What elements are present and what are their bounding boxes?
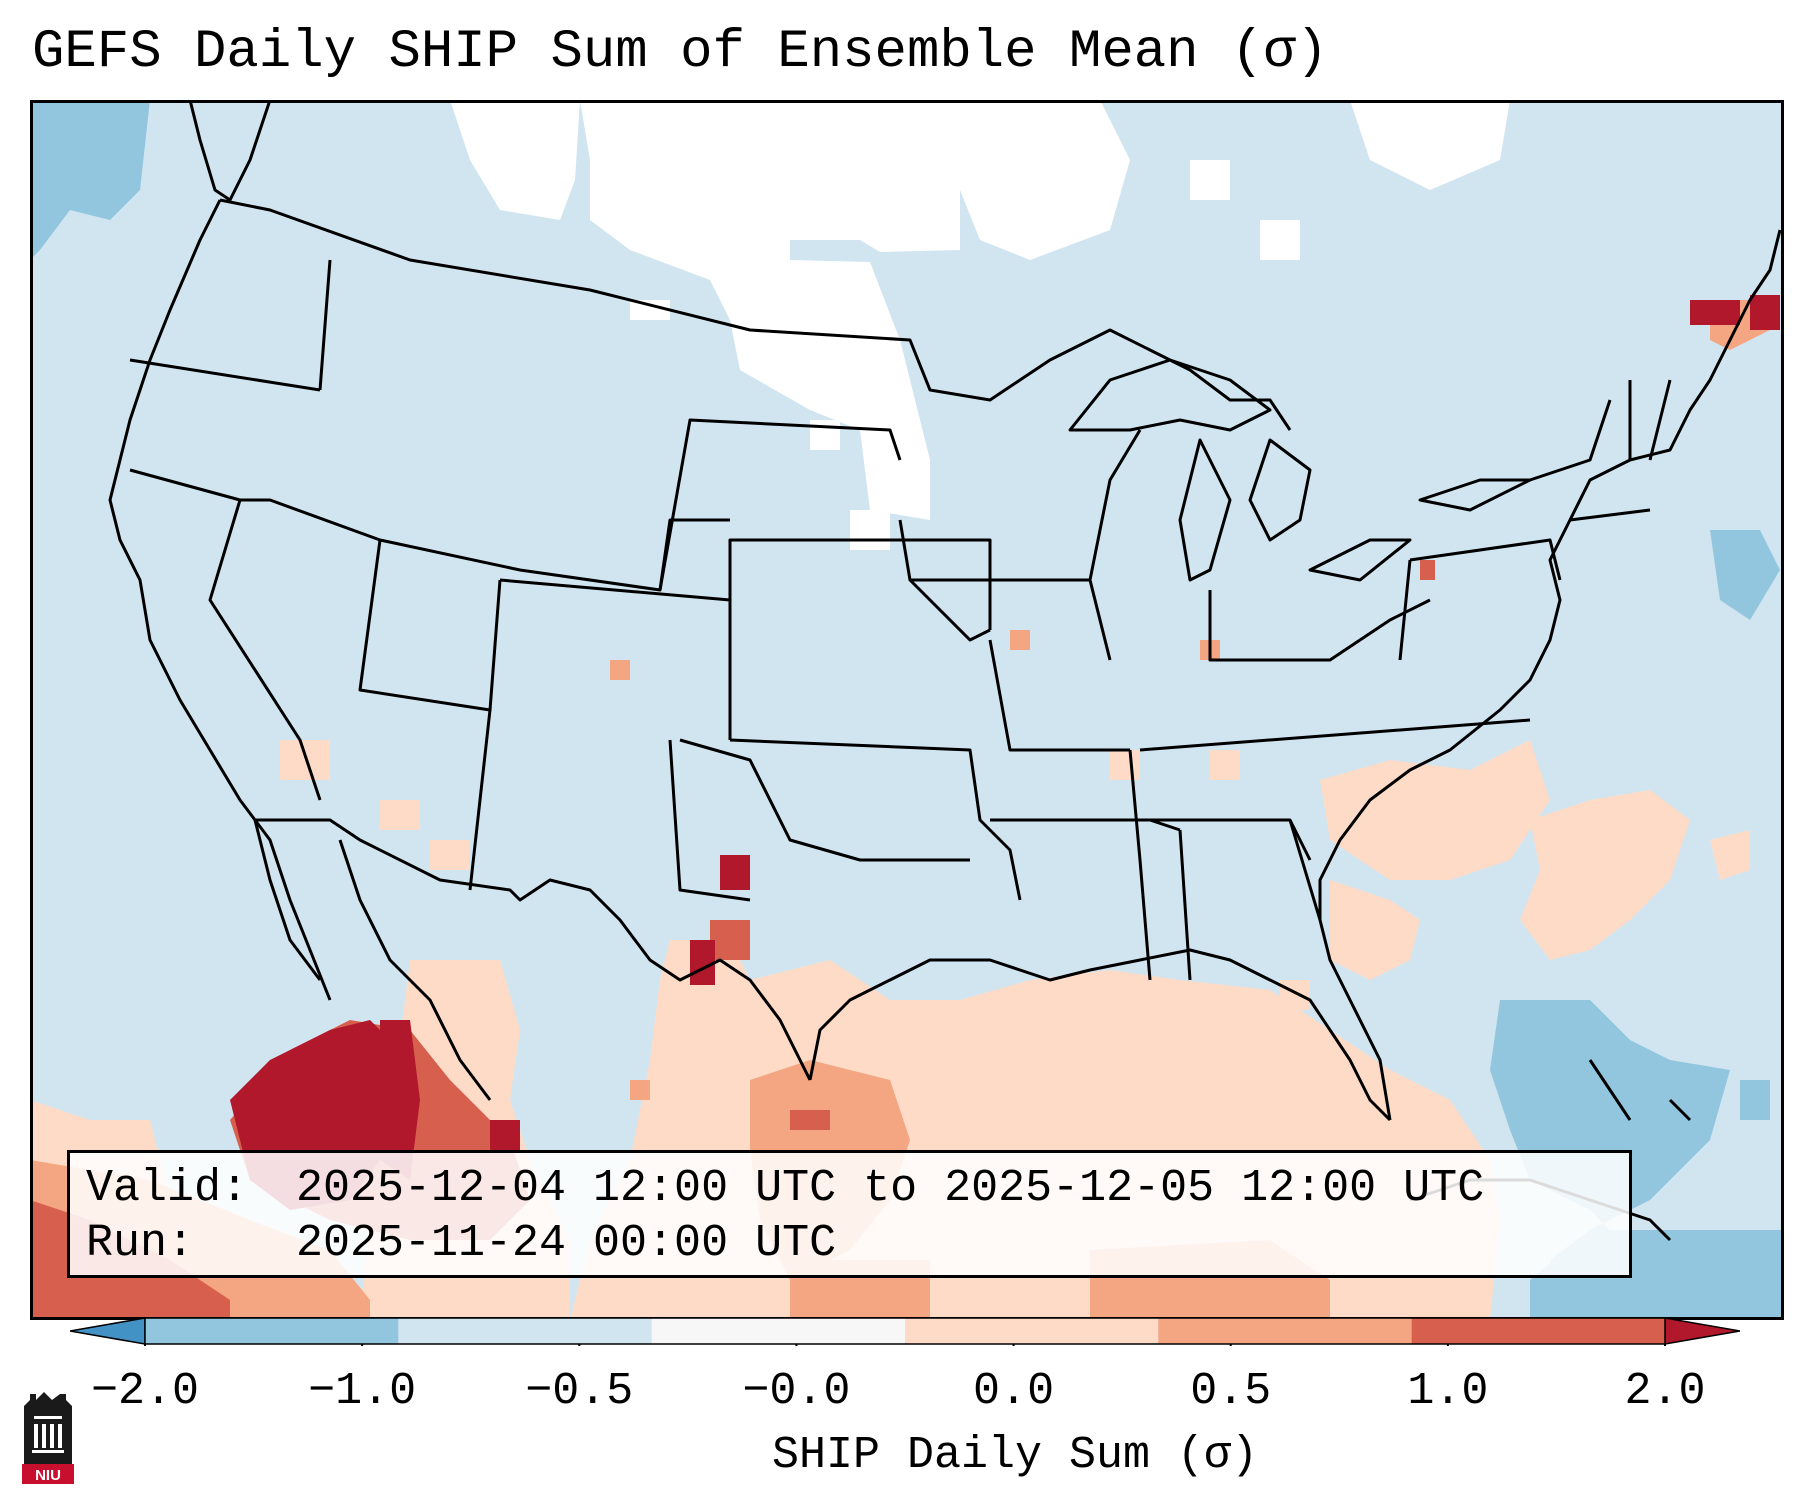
- valid-time-range: 2025-12-04 12:00 UTC to 2025-12-05 12:00…: [296, 1163, 1485, 1214]
- colorbar-segment: [651, 1318, 906, 1344]
- near-zero-region: [450, 100, 1510, 550]
- run-label: Run:: [86, 1218, 195, 1269]
- colorbar-tick-label: −0.0: [742, 1366, 851, 1417]
- colorbar-tick-label: 0.5: [1190, 1366, 1272, 1417]
- ship-map: [30, 100, 1784, 1320]
- valid-run-info-box: Valid: 2025-12-04 12:00 UTC to 2025-12-05…: [67, 1150, 1632, 1278]
- geographic-boundaries: [108, 100, 1782, 1242]
- colorbar-segment: [145, 1318, 399, 1344]
- map-title: GEFS Daily SHIP Sum of Ensemble Mean (σ): [32, 22, 1329, 83]
- colorbar-tick-label: 2.0: [1624, 1366, 1706, 1417]
- negative-anomaly-regions: [30, 100, 1784, 1320]
- colorbar-tick-label: −2.0: [90, 1366, 200, 1417]
- colorbar-frame: [144, 1317, 1666, 1345]
- run-time: 2025-11-24 00:00 UTC: [296, 1218, 837, 1269]
- colorbar-segment: [1411, 1318, 1666, 1344]
- colorbar-tick-label: 0.0: [973, 1366, 1055, 1417]
- university-building-icon: NIU: [22, 1392, 74, 1484]
- colorbar-extend-low: [70, 1317, 146, 1345]
- colorbar-extend-high: [1664, 1317, 1740, 1345]
- colorbar-segment: [905, 1318, 1159, 1344]
- valid-label: Valid:: [86, 1163, 249, 1214]
- colorbar-label: SHIP Daily Sum (σ): [771, 1430, 1259, 1481]
- colorbar-tick-label: −1.0: [308, 1366, 417, 1417]
- colorbar-tick-label: −0.5: [525, 1366, 634, 1417]
- colorbar: [70, 1317, 1740, 1346]
- logo-text: NIU: [35, 1467, 61, 1484]
- colorbar-tick-label: 1.0: [1407, 1366, 1489, 1417]
- colorbar-segment: [1158, 1318, 1413, 1344]
- colorbar-segment: [398, 1318, 653, 1344]
